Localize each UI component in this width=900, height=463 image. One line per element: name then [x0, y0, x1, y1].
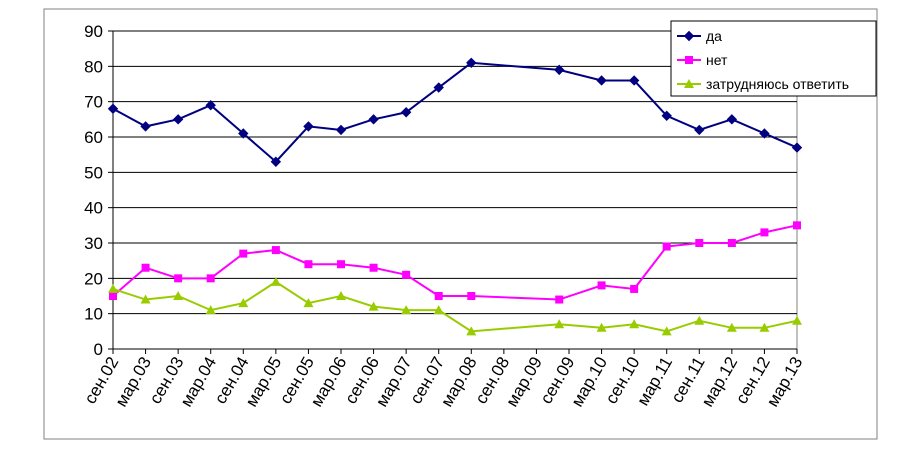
data-point	[238, 128, 249, 139]
data-point	[108, 283, 118, 293]
data-point	[205, 99, 216, 111]
y-tick-label: 40	[84, 199, 103, 218]
series-3	[108, 276, 802, 336]
y-tick-label: 0	[94, 340, 103, 359]
data-point	[109, 292, 117, 300]
data-point	[662, 242, 671, 251]
series-line	[112, 61, 798, 164]
series-line	[112, 224, 798, 301]
data-point	[205, 305, 216, 315]
data-point	[271, 246, 280, 255]
data-point	[630, 284, 639, 293]
y-tick-label: 30	[84, 234, 103, 253]
y-tick-label: 60	[84, 128, 103, 147]
data-point	[791, 142, 803, 153]
legend: да нет затрудняюсь ответить	[670, 20, 877, 97]
data-point	[596, 322, 607, 332]
data-point	[597, 281, 606, 290]
data-point	[107, 103, 119, 114]
series-group	[107, 57, 803, 336]
data-point	[141, 263, 150, 272]
data-point	[304, 260, 313, 269]
data-point	[792, 315, 802, 325]
data-point	[554, 64, 565, 76]
legend-marker	[683, 30, 695, 42]
y-tick-label: 90	[84, 22, 103, 41]
data-point	[695, 239, 704, 247]
data-point	[466, 57, 477, 69]
legend-item: да	[677, 28, 722, 44]
legend-item: затрудняюсь ответить	[677, 76, 849, 92]
y-tick-label: 10	[84, 305, 103, 324]
data-point	[694, 124, 705, 136]
data-point	[759, 128, 770, 139]
data-point	[628, 75, 640, 86]
data-point	[336, 291, 346, 300]
data-point	[270, 156, 282, 167]
data-point	[337, 260, 345, 269]
legend-label: да	[706, 28, 722, 44]
data-point	[206, 274, 215, 283]
legend-item: нет	[677, 52, 728, 68]
data-point	[759, 322, 770, 332]
data-point	[555, 295, 564, 304]
data-point	[760, 228, 769, 237]
data-point	[466, 326, 477, 336]
series-1	[107, 57, 803, 167]
legend-marker	[685, 56, 693, 64]
data-point	[174, 274, 183, 283]
data-point	[270, 276, 281, 286]
data-point	[368, 301, 379, 311]
data-point	[726, 114, 738, 125]
data-point	[629, 319, 640, 329]
data-point	[401, 305, 412, 315]
y-tick-label: 20	[84, 269, 103, 288]
data-point	[727, 239, 736, 247]
data-point	[172, 114, 184, 125]
data-point	[140, 294, 151, 304]
data-point	[335, 124, 347, 136]
data-point	[173, 291, 184, 300]
data-point	[596, 75, 607, 86]
data-point	[400, 107, 412, 118]
series-line	[112, 280, 798, 333]
legend-label: затрудняюсь ответить	[706, 76, 849, 92]
data-point	[369, 263, 378, 272]
data-point	[433, 82, 444, 93]
data-point	[694, 315, 705, 325]
data-point	[368, 114, 379, 125]
y-tick-label: 80	[84, 57, 103, 76]
data-point	[467, 292, 476, 300]
data-point	[661, 110, 672, 122]
data-point	[238, 298, 249, 308]
y-tick-label: 50	[84, 163, 103, 182]
data-point	[793, 221, 801, 230]
data-point	[239, 249, 248, 258]
legend-marker	[684, 79, 694, 88]
series-2	[109, 221, 801, 304]
data-point	[140, 121, 151, 132]
data-point	[554, 319, 565, 329]
data-point	[726, 322, 737, 332]
data-point	[661, 326, 672, 336]
data-point	[433, 305, 444, 315]
legend-label: нет	[706, 52, 728, 68]
data-point	[402, 270, 411, 279]
legend-box	[670, 20, 877, 97]
data-point	[303, 298, 314, 308]
data-point	[434, 292, 443, 300]
y-tick-label: 70	[84, 93, 103, 112]
data-point	[303, 121, 314, 132]
